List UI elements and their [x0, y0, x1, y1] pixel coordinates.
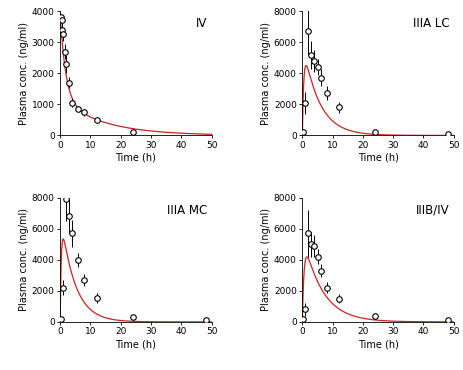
X-axis label: Time (h): Time (h): [357, 153, 399, 163]
X-axis label: Time (h): Time (h): [357, 339, 399, 349]
Y-axis label: Plasma conc. (ng/ml): Plasma conc. (ng/ml): [19, 208, 29, 311]
Y-axis label: Plasma conc. (ng/ml): Plasma conc. (ng/ml): [261, 208, 271, 311]
Text: IIIA MC: IIIA MC: [167, 204, 207, 217]
Text: IIIB/IV: IIIB/IV: [416, 204, 449, 217]
X-axis label: Time (h): Time (h): [115, 339, 156, 349]
Y-axis label: Plasma conc. (ng/ml): Plasma conc. (ng/ml): [19, 22, 29, 125]
Text: IV: IV: [196, 17, 207, 30]
X-axis label: Time (h): Time (h): [115, 153, 156, 163]
Text: IIIA LC: IIIA LC: [413, 17, 449, 30]
Y-axis label: Plasma conc. (ng/ml): Plasma conc. (ng/ml): [261, 22, 271, 125]
